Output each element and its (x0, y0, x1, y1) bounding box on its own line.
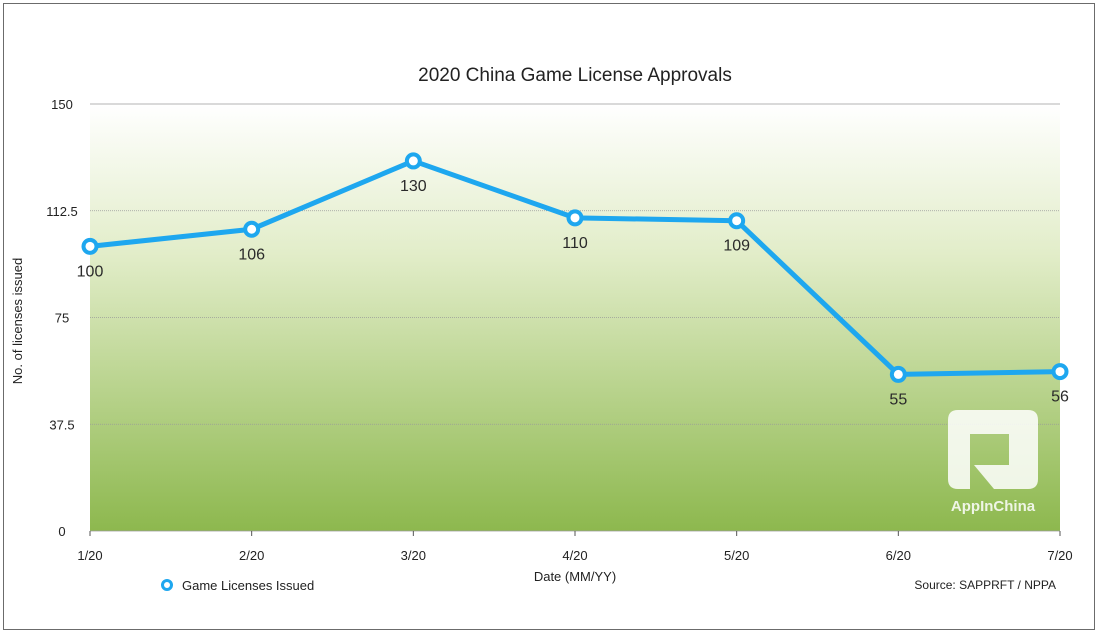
x-tick-label: 4/20 (562, 548, 587, 563)
data-point (728, 212, 746, 230)
data-label: 109 (723, 238, 750, 255)
source-note: Source: SAPPRFT / NPPA (914, 578, 1056, 592)
data-point (566, 209, 584, 227)
y-axis-ticks: 0 37.5 75 112.5 150 (46, 97, 78, 539)
data-labels: 100 106 130 110 109 55 56 (77, 178, 1069, 408)
x-tick-label: 3/20 (401, 548, 426, 563)
data-point (1051, 363, 1069, 381)
y-tick-label: 75 (55, 311, 69, 326)
x-tick-label: 5/20 (724, 548, 749, 563)
chart-frame: 2020 China Game License Approvals 0 37.5 7… (3, 3, 1095, 630)
data-label: 56 (1051, 389, 1069, 406)
x-tick-label: 1/20 (77, 548, 102, 563)
x-axis-ticks: 1/20 2/20 3/20 4/20 5/20 6/20 7/20 (77, 531, 1073, 563)
chart-canvas: 2020 China Game License Approvals 0 37.5 7… (10, 65, 1073, 593)
legend-label: Game Licenses Issued (182, 578, 314, 593)
legend-marker (161, 579, 173, 591)
y-tick-label: 37.5 (49, 417, 74, 432)
x-axis-label: Date (MM/YY) (534, 569, 616, 584)
y-tick-label: 112.5 (46, 204, 78, 219)
legend: Game Licenses Issued (161, 578, 314, 593)
data-point (404, 152, 422, 170)
y-axis-label: No. of licenses issued (10, 258, 25, 384)
data-point (243, 220, 261, 238)
data-points (81, 152, 1069, 383)
data-label: 110 (562, 235, 588, 252)
appinchina-logo: AppInChina (948, 410, 1038, 515)
watermark-text: AppInChina (951, 498, 1036, 515)
data-label: 106 (238, 246, 265, 263)
data-label: 130 (400, 178, 427, 195)
data-label: 100 (77, 263, 104, 280)
y-tick-label: 0 (58, 524, 65, 539)
data-point (81, 237, 99, 255)
x-tick-label: 7/20 (1047, 548, 1072, 563)
data-point (889, 365, 907, 383)
data-label: 55 (889, 391, 907, 408)
x-tick-label: 2/20 (239, 548, 264, 563)
logo-mark (948, 410, 1038, 489)
chart-title: 2020 China Game License Approvals (418, 65, 732, 86)
x-tick-label: 6/20 (886, 548, 911, 563)
y-tick-label: 150 (51, 97, 73, 112)
